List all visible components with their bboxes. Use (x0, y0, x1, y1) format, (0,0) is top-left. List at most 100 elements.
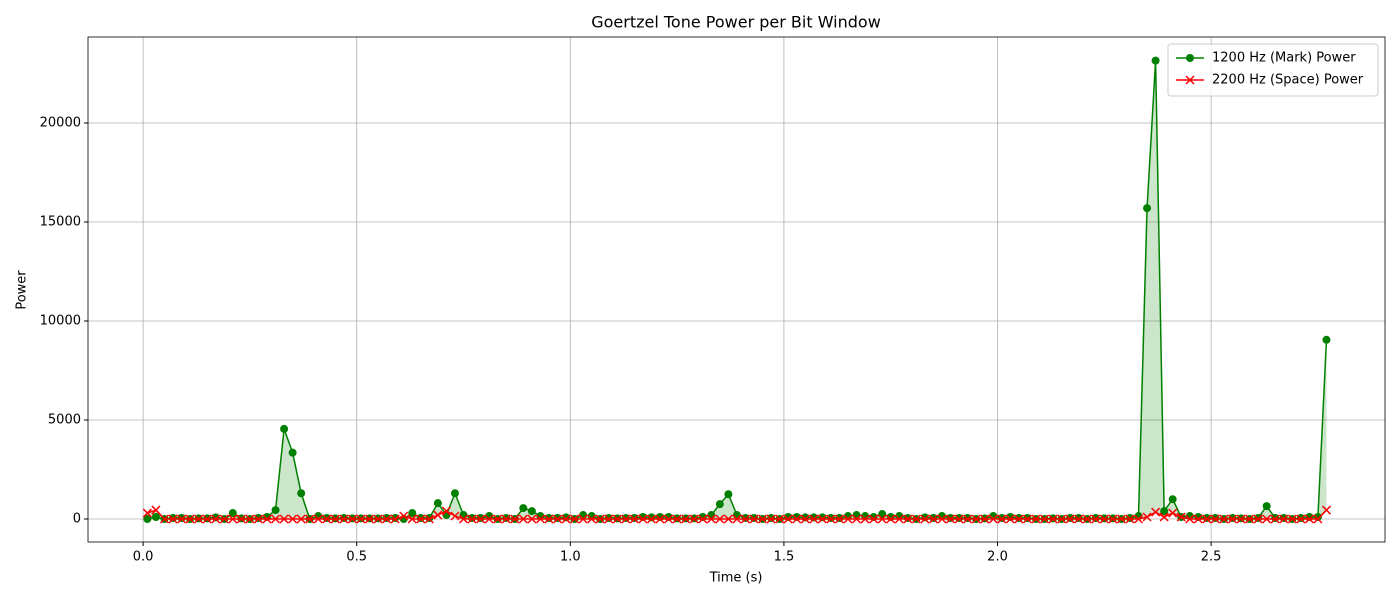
y-tick-label: 20000 (40, 115, 81, 130)
point (1253, 514, 1263, 524)
point (228, 509, 237, 518)
point (297, 489, 306, 498)
point (1159, 512, 1169, 522)
point (834, 514, 844, 524)
point (809, 514, 819, 524)
point (766, 514, 776, 524)
point (715, 514, 725, 524)
point (458, 514, 469, 524)
point (1321, 505, 1332, 515)
point (1322, 335, 1331, 344)
x-tick-label: 1.0 (560, 550, 581, 565)
point (1245, 514, 1255, 524)
point (1219, 514, 1229, 524)
point (288, 514, 298, 524)
legend-box (1167, 43, 1379, 97)
point (715, 500, 724, 509)
point (1210, 514, 1220, 524)
point (732, 514, 742, 524)
point (612, 514, 622, 524)
point (1304, 514, 1314, 524)
point (740, 514, 751, 524)
point (1296, 514, 1306, 524)
point (1227, 514, 1238, 524)
point (211, 514, 221, 524)
y-axis-label: Power (15, 270, 30, 310)
point (1082, 514, 1092, 524)
point (1270, 514, 1280, 524)
point (1091, 514, 1101, 524)
point (399, 511, 409, 521)
x-tick-label: 0.5 (346, 550, 367, 565)
point (142, 508, 152, 518)
point (1168, 508, 1178, 518)
point (655, 514, 665, 524)
point (373, 514, 383, 524)
point (194, 514, 204, 524)
point (407, 514, 417, 524)
point (562, 513, 571, 522)
legend-label: 1200 Hz (Mark) Power (1212, 51, 1356, 66)
legend-marker (1186, 54, 1194, 62)
point (1262, 514, 1272, 524)
point (877, 514, 887, 524)
point (527, 507, 536, 516)
point (382, 514, 392, 524)
point (800, 514, 810, 524)
point (1005, 514, 1015, 524)
point (886, 514, 896, 524)
point (364, 514, 375, 524)
point (416, 514, 426, 524)
x-tick-label: 2.5 (1201, 550, 1222, 565)
point (143, 514, 152, 523)
point (518, 514, 528, 524)
point (1185, 514, 1195, 524)
point (579, 511, 588, 520)
point (544, 514, 554, 524)
point (433, 510, 443, 520)
x-axis-label: Time (s) (709, 571, 763, 586)
point (783, 514, 793, 524)
y-tick-label: 0 (73, 511, 81, 526)
point (339, 514, 349, 524)
legend-label: 2200 Hz (Space) Power (1212, 73, 1364, 88)
point (305, 514, 315, 524)
point (219, 514, 229, 524)
point (245, 514, 255, 524)
legend-marker (1185, 75, 1195, 85)
point (433, 499, 442, 508)
x-tick-label: 1.5 (774, 550, 795, 565)
point (570, 514, 580, 524)
point (1142, 512, 1152, 522)
point (706, 514, 716, 524)
point (356, 514, 366, 524)
point (595, 514, 605, 524)
point (476, 514, 486, 524)
point (211, 513, 220, 522)
point (664, 514, 674, 524)
point (228, 514, 238, 524)
point (587, 514, 597, 524)
point (647, 513, 656, 522)
point (681, 514, 691, 524)
point (954, 514, 964, 524)
point (501, 514, 511, 524)
point (168, 514, 178, 524)
point (552, 514, 563, 524)
point (236, 514, 246, 524)
point (826, 514, 836, 524)
point (758, 514, 768, 524)
point (1022, 514, 1032, 524)
point (672, 514, 682, 524)
point (1202, 514, 1212, 524)
point (1279, 514, 1289, 524)
point (1065, 514, 1075, 524)
point (296, 514, 306, 524)
point (271, 506, 280, 515)
point (988, 514, 998, 524)
point (997, 514, 1007, 524)
point (1108, 514, 1118, 524)
point (279, 514, 289, 524)
